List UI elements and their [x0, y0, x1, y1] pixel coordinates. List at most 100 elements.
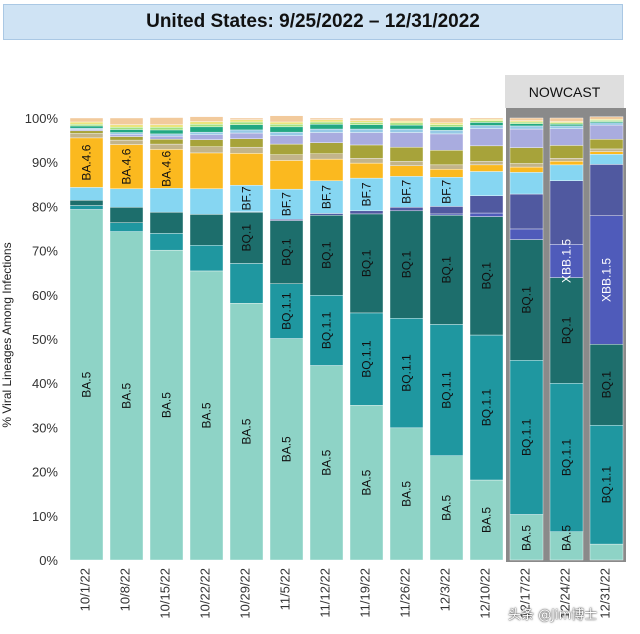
bar-segment — [109, 117, 144, 125]
bar-segment — [269, 121, 304, 125]
bar-segment — [309, 213, 344, 216]
bar-label: BQ.1 — [480, 262, 494, 290]
bar-segment — [109, 136, 144, 141]
bar-label: BF.7 — [400, 179, 414, 203]
bar-segment — [549, 128, 584, 146]
bar-segment — [549, 244, 584, 278]
bar-segment — [349, 158, 384, 164]
bar-segment — [269, 115, 304, 123]
x-tick-label: 11/26/22 — [398, 568, 413, 618]
bar-label: BA.5 — [240, 418, 254, 444]
bar-segment — [509, 121, 544, 124]
bar-segment — [509, 228, 544, 240]
bar-segment — [469, 171, 504, 196]
bar-label: BQ.1 — [280, 238, 294, 266]
bar-segment — [229, 124, 264, 131]
bar-segment — [189, 131, 224, 135]
x-tick-label: 10/29/22 — [238, 568, 253, 619]
bar-segment — [509, 514, 544, 561]
bar-label: XBB.1.5 — [600, 258, 614, 302]
bar-segment — [229, 119, 264, 123]
bar-segment — [69, 117, 104, 123]
bar-segment — [469, 212, 504, 217]
bar-segment — [589, 116, 624, 120]
bar-segment — [349, 117, 384, 121]
bar-label: BQ.1 — [320, 241, 334, 269]
bar-segment — [229, 138, 264, 148]
bar-label: BA.5 — [440, 495, 454, 521]
bar-segment — [229, 263, 264, 304]
bar-segment — [589, 122, 624, 126]
bar-segment — [149, 133, 184, 137]
y-tick-label: 60% — [32, 288, 58, 303]
bar-label: BQ.1.1 — [280, 292, 294, 330]
bar-segment — [589, 148, 624, 152]
bar-label: BA.5 — [520, 525, 534, 551]
bar-segment — [229, 153, 264, 186]
bar-segment — [269, 188, 304, 220]
bar-segment — [469, 161, 504, 166]
bar-segment — [509, 147, 544, 164]
bar-segment — [189, 188, 224, 215]
bar-label: XBB.1.5 — [560, 239, 574, 283]
bar-segment — [349, 132, 384, 146]
bar-segment — [589, 543, 624, 561]
bar-segment — [549, 145, 584, 159]
bar-segment — [549, 277, 584, 384]
bar-segment — [109, 127, 144, 130]
bar-segment — [549, 531, 584, 561]
bar-segment — [69, 133, 104, 139]
bar-segment — [149, 124, 184, 128]
bar-segment — [429, 122, 464, 125]
bar-segment — [389, 124, 424, 130]
bar-segment — [189, 134, 224, 140]
bar-label: BF.7 — [360, 182, 374, 206]
bar-label: BQ.1 — [400, 251, 414, 279]
bar-label: BA.5 — [120, 382, 134, 408]
bar-label: BQ.1.1 — [320, 311, 334, 349]
x-tick-label: 10/1/22 — [78, 568, 93, 611]
bar-segment — [429, 130, 464, 135]
bar-label: BA.5 — [160, 392, 174, 418]
y-tick-label: 30% — [32, 420, 58, 435]
bar-segment — [429, 164, 464, 170]
y-tick-label: 10% — [32, 509, 58, 524]
bar-segment — [269, 135, 304, 145]
bar-segment — [149, 139, 184, 145]
bar-segment — [189, 214, 224, 246]
x-tick-label: 10/8/22 — [118, 568, 133, 611]
bar-segment — [509, 166, 544, 173]
bar-label: BA.5 — [280, 436, 294, 462]
bar-segment — [549, 383, 584, 532]
bar-segment — [349, 144, 384, 159]
x-tick-label: 12/3/22 — [438, 568, 453, 611]
bar-segment — [309, 215, 344, 296]
bar-segment — [549, 158, 584, 162]
y-tick-label: 90% — [32, 155, 58, 170]
bar-segment — [429, 150, 464, 166]
bar-segment — [149, 135, 184, 140]
bar-label: BQ.1.1 — [400, 354, 414, 392]
bar-segment — [589, 215, 624, 345]
bar-segment — [229, 121, 264, 125]
bar-segment — [189, 121, 224, 125]
y-tick-label: 0% — [39, 553, 58, 568]
bar-segment — [469, 125, 504, 129]
bar-segment — [189, 146, 224, 154]
y-tick-label: 40% — [32, 376, 58, 391]
bar-segment — [469, 120, 504, 123]
bar-segment — [69, 121, 104, 125]
bar-segment — [69, 200, 104, 206]
bar-segment — [149, 117, 184, 125]
bar-segment — [389, 117, 424, 122]
bar-segment — [509, 172, 544, 195]
bar-segment — [189, 126, 224, 133]
bar-label: BF.7 — [440, 179, 454, 203]
bar-segment — [429, 124, 464, 128]
bar-segment — [109, 231, 144, 561]
bar-segment — [189, 152, 224, 189]
watermark-text: 头条 @Jim博士 — [508, 608, 598, 623]
bar-segment — [269, 338, 304, 561]
x-tick-label: 12/17/22 — [518, 568, 533, 619]
bar-segment — [309, 121, 344, 125]
